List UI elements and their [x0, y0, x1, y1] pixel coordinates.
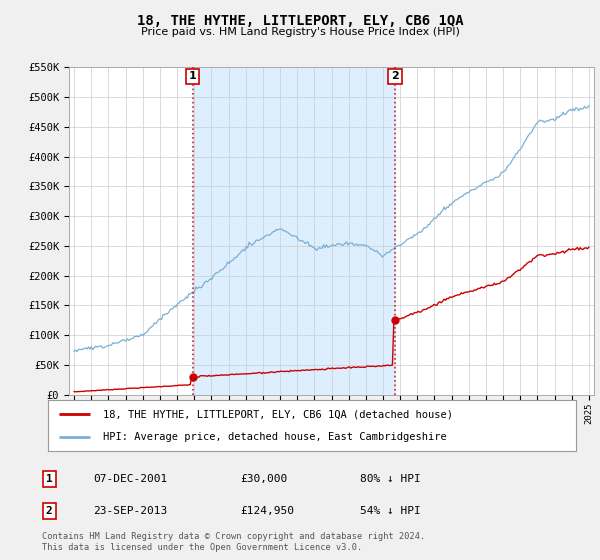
Text: Contains HM Land Registry data © Crown copyright and database right 2024.
This d: Contains HM Land Registry data © Crown c… — [42, 532, 425, 552]
Text: 07-DEC-2001: 07-DEC-2001 — [93, 474, 167, 484]
Text: 18, THE HYTHE, LITTLEPORT, ELY, CB6 1QA: 18, THE HYTHE, LITTLEPORT, ELY, CB6 1QA — [137, 14, 463, 28]
Text: Price paid vs. HM Land Registry's House Price Index (HPI): Price paid vs. HM Land Registry's House … — [140, 27, 460, 37]
Bar — [193, 67, 395, 395]
Text: £124,950: £124,950 — [240, 506, 294, 516]
Text: 2: 2 — [46, 506, 53, 516]
Text: 18, THE HYTHE, LITTLEPORT, ELY, CB6 1QA (detached house): 18, THE HYTHE, LITTLEPORT, ELY, CB6 1QA … — [103, 409, 454, 419]
Text: 1: 1 — [189, 71, 197, 81]
Text: 80% ↓ HPI: 80% ↓ HPI — [360, 474, 421, 484]
Text: 1: 1 — [46, 474, 53, 484]
Text: 23-SEP-2013: 23-SEP-2013 — [93, 506, 167, 516]
Text: £30,000: £30,000 — [240, 474, 287, 484]
Text: HPI: Average price, detached house, East Cambridgeshire: HPI: Average price, detached house, East… — [103, 432, 447, 442]
Text: 2: 2 — [391, 71, 399, 81]
Text: 54% ↓ HPI: 54% ↓ HPI — [360, 506, 421, 516]
